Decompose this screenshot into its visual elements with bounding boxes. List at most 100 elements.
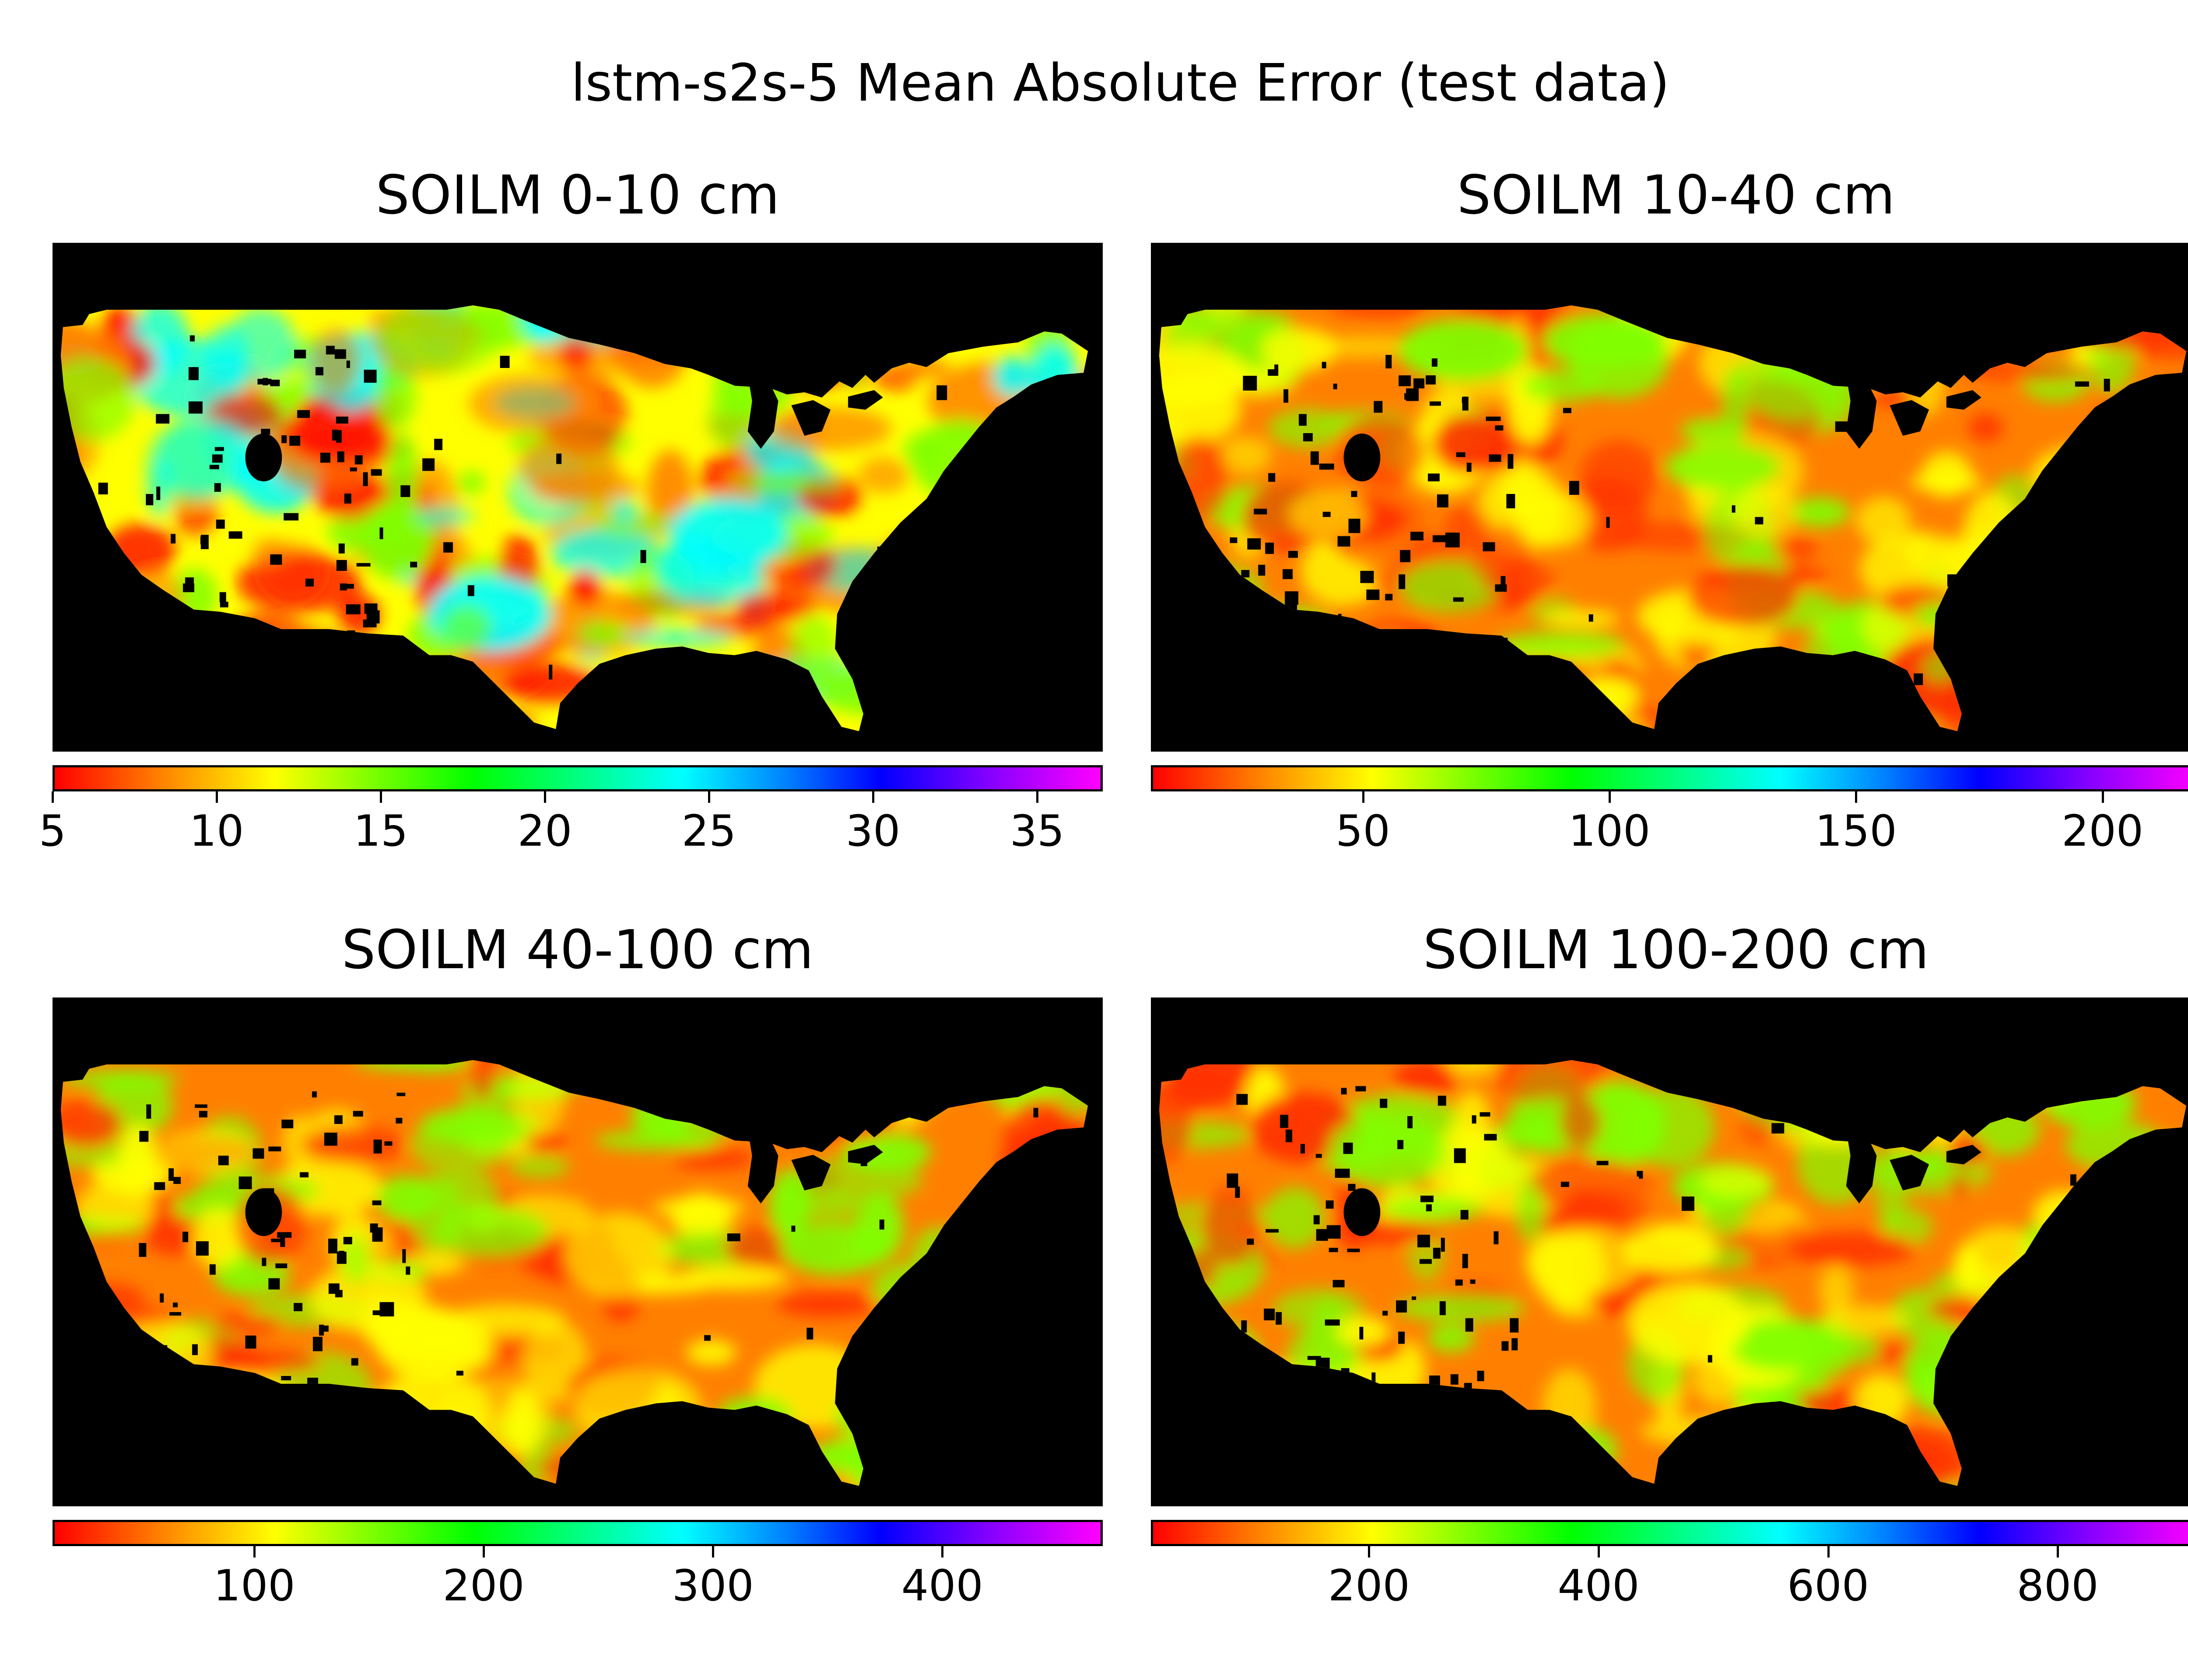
heatmap-patch <box>1728 1318 1841 1371</box>
missing-data-cell <box>139 1130 149 1142</box>
missing-data-cell <box>1287 1379 1302 1393</box>
missing-data-cell <box>1322 362 1326 369</box>
heatmap-patch <box>915 519 970 604</box>
heatmap-patch <box>2146 1453 2187 1476</box>
heatmap-patch <box>354 1060 471 1070</box>
heatmap-patch <box>847 309 911 355</box>
missing-data-cell <box>1508 454 1514 469</box>
colorbar-axis-soilm-10-40: 50 100 150 200 <box>1151 791 2188 861</box>
heatmap-patch <box>1364 619 1440 648</box>
heatmap-patch <box>891 1349 984 1372</box>
heatmap-patch <box>165 1433 213 1468</box>
heatmap-patch <box>1495 631 1625 658</box>
heatmap-patch <box>1913 602 1964 627</box>
heatmap-patch <box>1215 1338 1257 1363</box>
heatmap-patch <box>455 710 538 729</box>
heatmap-patch <box>1035 417 1088 475</box>
heatmap-patch <box>1579 440 1659 511</box>
missing-data-cell <box>1273 1386 1276 1393</box>
heatmap-patch <box>377 305 501 373</box>
heatmap-patch <box>832 325 876 388</box>
colorbar-tick <box>216 791 218 803</box>
colorbar-tick-label: 800 <box>2016 1561 2099 1611</box>
missing-data-cell <box>1991 345 1999 353</box>
missing-data-cell <box>1358 1426 1368 1438</box>
heatmap-patch <box>978 1333 1078 1354</box>
heatmap-patch <box>1623 1225 1719 1274</box>
missing-data-cell <box>1347 1249 1360 1252</box>
heatmap-patch <box>902 433 940 467</box>
missing-data-cell <box>353 1111 363 1117</box>
missing-data-cell <box>214 447 224 451</box>
missing-data-cell <box>1335 1169 1350 1178</box>
heatmap-patch <box>1704 1422 1780 1476</box>
missing-data-cell <box>230 1413 245 1424</box>
missing-data-cell <box>245 1335 256 1349</box>
missing-data-cell <box>1399 375 1411 386</box>
colorbar-tick-label: 300 <box>672 1561 754 1611</box>
heatmap-patch <box>1777 537 1818 560</box>
heatmap-patch <box>2033 1190 2095 1241</box>
missing-data-cell <box>173 1302 178 1308</box>
missing-data-cell <box>1315 1154 1322 1158</box>
missing-data-cell <box>1495 584 1507 592</box>
heatmap-patch <box>670 1060 773 1095</box>
missing-data-cell <box>335 1290 343 1298</box>
heatmap-patch <box>941 1338 1071 1374</box>
missing-data-cell <box>1371 1372 1376 1386</box>
missing-data-cell <box>1310 451 1319 465</box>
heatmap-patch <box>1700 1166 1774 1197</box>
heatmap-patch <box>789 614 839 693</box>
heatmap-patch <box>2127 1404 2159 1486</box>
missing-data-cell <box>324 1132 337 1146</box>
heatmap-patch <box>948 1260 996 1300</box>
heatmap-patch <box>1921 646 2019 689</box>
heatmap-patch <box>912 590 982 676</box>
missing-data-cell <box>219 625 230 638</box>
missing-data-cell <box>171 534 176 544</box>
colorbar-tick <box>1597 1546 1600 1558</box>
heatmap-patch <box>852 1060 961 1110</box>
colorbar-tick <box>1608 791 1611 803</box>
heatmap-patch <box>154 417 254 498</box>
missing-data-cell <box>410 561 417 567</box>
heatmap-patch <box>702 1441 827 1486</box>
heatmap-patch <box>1687 564 1799 627</box>
heatmap-patch <box>339 1235 370 1283</box>
missing-data-cell <box>1001 511 1010 522</box>
missing-data-cell <box>1489 454 1501 462</box>
missing-data-cell <box>1453 597 1464 602</box>
heatmap-patch <box>468 374 589 434</box>
heatmap-patch <box>1795 305 1825 356</box>
missing-data-cell <box>1319 463 1334 470</box>
colorbar-tick <box>1855 791 1858 803</box>
missing-data-cell <box>316 367 323 375</box>
missing-data-cell <box>1341 1368 1350 1379</box>
missing-data-cell <box>1315 1358 1330 1371</box>
missing-data-cell <box>1835 421 1850 432</box>
missing-data-cell <box>1400 550 1411 562</box>
missing-data-cell <box>1313 1215 1320 1225</box>
missing-data-cell <box>760 1096 769 1106</box>
missing-data-cell <box>344 584 354 589</box>
heatmap-patch <box>905 611 985 685</box>
heatmap-patch <box>2127 1306 2187 1383</box>
missing-data-cell <box>294 1303 303 1312</box>
heatmap-patch <box>838 319 868 385</box>
heatmap-patch <box>1918 1076 1963 1146</box>
missing-data-cell <box>1242 1432 1250 1441</box>
missing-data-cell <box>406 1266 410 1275</box>
heatmap-patch <box>509 1155 570 1178</box>
heatmap-patch <box>2114 1291 2145 1356</box>
missing-data-cell <box>1426 1204 1432 1211</box>
missing-data-cell <box>337 451 344 462</box>
heatmap-soilm-40-100 <box>53 998 1103 1506</box>
missing-data-cell <box>270 379 280 386</box>
heatmap-patch <box>1393 1060 1458 1097</box>
heatmap-patch <box>1358 1447 1447 1486</box>
heatmap-patch <box>531 471 639 505</box>
heatmap-patch <box>2128 704 2187 732</box>
missing-data-cell <box>372 1310 382 1315</box>
missing-data-cell <box>2110 561 2119 576</box>
missing-data-cell <box>1243 375 1257 391</box>
